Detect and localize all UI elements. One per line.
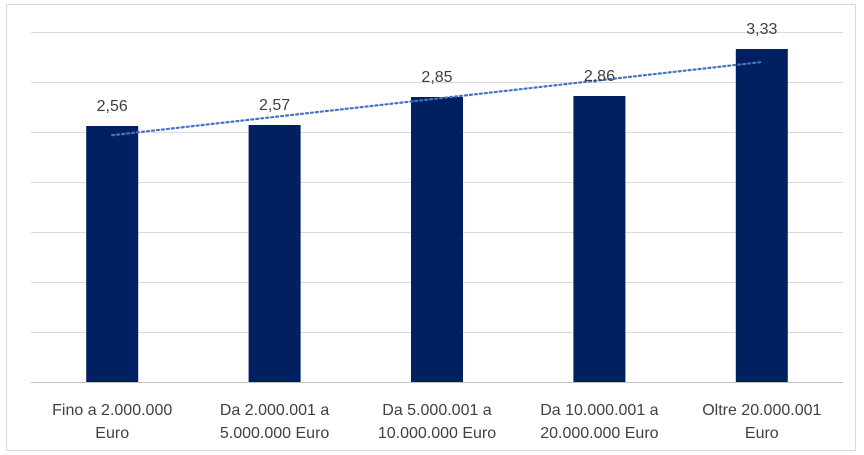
x-tick-label-line: Oltre 20.000.001 <box>702 402 821 419</box>
chart-frame: 2,56 2,57 2,85 2,86 3,33 Fino a 2.000.000 Eur… <box>6 4 856 451</box>
x-tick-label-5: Oltre 20.000.001 Euro <box>702 402 821 442</box>
bar-1 <box>86 126 139 382</box>
x-tick-label-line: Euro <box>745 425 779 442</box>
bar-chart: 2,56 2,57 2,85 2,86 3,33 Fino a 2.000.000 Eur… <box>31 21 843 442</box>
data-label-2: 2,57 <box>259 97 290 114</box>
trendline <box>111 60 763 137</box>
data-label-1: 2,56 <box>97 98 128 115</box>
x-tick-label-line: Fino a 2.000.000 <box>52 402 172 419</box>
x-tick-label-line: Da 10.000.001 a <box>540 402 658 419</box>
data-label-4: 2,86 <box>584 68 615 85</box>
x-tick-label-line: 5.000.000 Euro <box>220 425 330 442</box>
linear-trendline <box>111 60 763 137</box>
bar-4 <box>573 96 626 382</box>
x-tick-label-line: 10.000.000 Euro <box>378 425 496 442</box>
x-tick-label-4: Da 10.000.001 a 20.000.000 Euro <box>540 402 658 442</box>
x-tick-label-line: 20.000.000 Euro <box>540 425 658 442</box>
bars <box>86 49 788 382</box>
x-tick-label-3: Da 5.000.001 a 10.000.000 Euro <box>378 402 496 442</box>
x-tick-label-line: Da 2.000.001 a <box>220 402 330 419</box>
x-tick-labels: Fino a 2.000.000 Euro Da 2.000.001 a 5.000.… <box>52 402 821 442</box>
data-labels: 2,56 2,57 2,85 2,86 3,33 <box>97 21 778 115</box>
x-tick-label-2: Da 2.000.001 a 5.000.000 Euro <box>220 402 330 442</box>
data-label-5: 3,33 <box>746 21 777 38</box>
bar-5 <box>735 49 788 382</box>
x-tick-label-line: Euro <box>95 425 129 442</box>
x-tick-label-1: Fino a 2.000.000 Euro <box>52 402 172 442</box>
bar-3 <box>411 97 463 382</box>
x-tick-label-line: Da 5.000.001 a <box>382 402 492 419</box>
data-label-3: 2,85 <box>421 69 452 86</box>
bar-2 <box>248 125 301 382</box>
